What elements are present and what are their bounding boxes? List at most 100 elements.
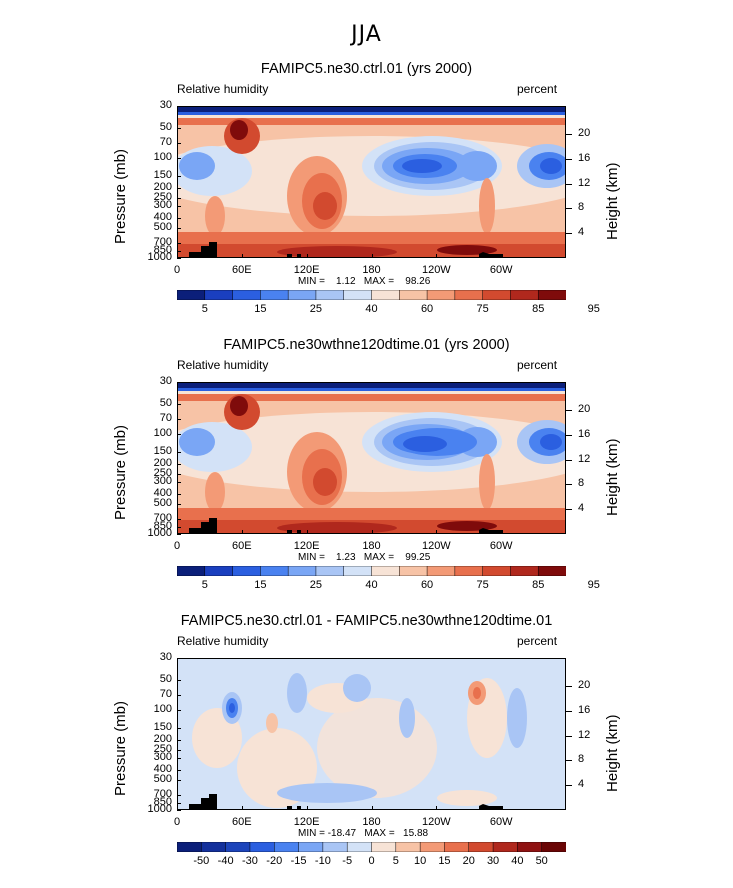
height-tick-label: 8 bbox=[578, 201, 585, 214]
x-tick-label: 180 bbox=[362, 816, 381, 828]
pressure-tick-label: 250 bbox=[153, 466, 172, 479]
colorbar-label: 60 bbox=[420, 579, 434, 591]
height-tick-label: 4 bbox=[578, 502, 585, 515]
contour-region bbox=[540, 434, 562, 450]
pressure-tick-label: 70 bbox=[159, 135, 172, 148]
colorbar-swatch bbox=[298, 842, 324, 852]
panel-title: FAMIPC5.ne30.ctrl.01 (yrs 2000) bbox=[260, 61, 473, 77]
contour-region bbox=[205, 472, 225, 512]
contour-plot bbox=[177, 382, 566, 534]
pressure-tick-mark bbox=[177, 658, 181, 659]
colorbar-swatch bbox=[204, 290, 234, 300]
contour-region bbox=[507, 688, 527, 748]
colorbar bbox=[177, 842, 566, 852]
colorbar-label: 5 bbox=[392, 855, 399, 867]
pressure-tick-mark bbox=[177, 250, 181, 252]
pressure-tick-label: 500 bbox=[153, 496, 172, 509]
colorbar-label: 50 bbox=[535, 855, 548, 867]
pressure-tick-mark bbox=[177, 727, 181, 729]
contour-region bbox=[540, 158, 562, 174]
x-tick-mark bbox=[501, 530, 503, 534]
colorbar-swatch bbox=[249, 842, 275, 852]
height-tick-label: 20 bbox=[578, 127, 591, 140]
colorbar-swatch bbox=[541, 842, 566, 852]
contour-region bbox=[313, 468, 337, 496]
colorbar-label: 25 bbox=[309, 303, 323, 315]
pressure-tick-mark bbox=[177, 242, 181, 244]
contour-region bbox=[179, 152, 215, 180]
contour-region bbox=[437, 245, 497, 255]
pressure-tick-mark bbox=[177, 770, 181, 772]
height-tick-mark bbox=[566, 509, 572, 511]
panel-title: FAMIPC5.ne30wthne120dtime.01 (yrs 2000) bbox=[223, 337, 510, 353]
pressure-tick-mark bbox=[177, 197, 181, 199]
x-tick-label: 60E bbox=[232, 540, 252, 552]
pressure-tick-mark bbox=[177, 779, 181, 781]
colorbar-swatch bbox=[177, 566, 206, 576]
pressure-tick-mark bbox=[177, 749, 181, 751]
pressure-tick-label: 30 bbox=[159, 99, 172, 111]
x-tick-label: 0 bbox=[173, 264, 181, 276]
topography-small bbox=[287, 254, 292, 258]
pressure-tick-mark bbox=[177, 710, 181, 712]
pressure-tick-label: 150 bbox=[153, 168, 172, 181]
pressure-tick-mark bbox=[177, 526, 181, 528]
colorbar-swatch bbox=[274, 842, 300, 852]
x-tick-label: 60E bbox=[232, 264, 252, 276]
height-tick-mark bbox=[566, 785, 572, 787]
colorbar-label: -40 bbox=[217, 855, 234, 867]
colorbar-label: 5 bbox=[201, 303, 208, 315]
colorbar-swatch bbox=[201, 842, 227, 852]
pressure-tick-label: 300 bbox=[153, 750, 172, 763]
colorbar-swatch bbox=[322, 842, 348, 852]
pressure-tick-label: 30 bbox=[159, 651, 172, 663]
chart-panel-1: FAMIPC5.ne30.ctrl.01 (yrs 2000) Relative … bbox=[0, 58, 733, 328]
units-label: percent bbox=[517, 634, 558, 648]
tropopause-band bbox=[177, 391, 566, 395]
pressure-tick-label: 300 bbox=[153, 198, 172, 211]
pressure-tick-mark bbox=[177, 106, 181, 107]
pressure-tick-label: 150 bbox=[153, 444, 172, 457]
pressure-tick-mark bbox=[177, 451, 181, 453]
pressure-tick-mark bbox=[177, 434, 181, 436]
pressure-tick-label: 850 bbox=[153, 795, 172, 808]
x-tick-label: 60W bbox=[489, 264, 513, 276]
colorbar-label: -10 bbox=[314, 855, 331, 867]
contour-region bbox=[437, 790, 497, 806]
topography-tibet bbox=[189, 794, 217, 810]
colorbar-label: 40 bbox=[365, 303, 378, 315]
pressure-tick-label: 1000 bbox=[147, 251, 172, 263]
pressure-tick-mark bbox=[177, 142, 181, 144]
x-tick-mark bbox=[306, 254, 308, 258]
colorbar-label: 85 bbox=[532, 303, 545, 315]
colorbar-label: 40 bbox=[365, 579, 378, 591]
figure-title: JJA bbox=[351, 22, 382, 47]
pressure-tick-mark bbox=[177, 680, 181, 682]
x-tick-mark bbox=[241, 530, 243, 534]
contour-region bbox=[479, 454, 495, 510]
colorbar-label: -30 bbox=[241, 855, 258, 867]
contour-region bbox=[277, 246, 397, 258]
pressure-tick-label: 50 bbox=[159, 673, 172, 686]
colorbar-label: 60 bbox=[420, 303, 434, 315]
colorbar-swatch bbox=[371, 290, 401, 300]
colorbar-swatch bbox=[225, 842, 251, 852]
contour-plot bbox=[177, 658, 566, 810]
panel-title: FAMIPC5.ne30.ctrl.01 - FAMIPC5.ne30wthne… bbox=[180, 613, 553, 629]
min-max-stats: MIN = 1.23 MAX = 99.25 bbox=[298, 552, 431, 563]
colorbar-label: -5 bbox=[342, 855, 353, 867]
x-tick-mark bbox=[241, 806, 243, 810]
x-tick-mark bbox=[306, 530, 308, 534]
x-tick-label: 0 bbox=[173, 540, 181, 552]
colorbar-label: 30 bbox=[486, 855, 500, 867]
colorbar-swatch bbox=[399, 290, 428, 300]
height-tick-label: 4 bbox=[578, 778, 585, 791]
colorbar-swatch bbox=[177, 290, 206, 300]
contour-plot bbox=[177, 106, 566, 258]
colorbar-swatch bbox=[510, 566, 539, 576]
topography-small bbox=[297, 254, 301, 258]
colorbar-swatch bbox=[537, 290, 566, 300]
pressure-tick-mark bbox=[177, 258, 181, 259]
colorbar-swatch bbox=[204, 566, 234, 576]
tropopause-band bbox=[177, 115, 566, 119]
